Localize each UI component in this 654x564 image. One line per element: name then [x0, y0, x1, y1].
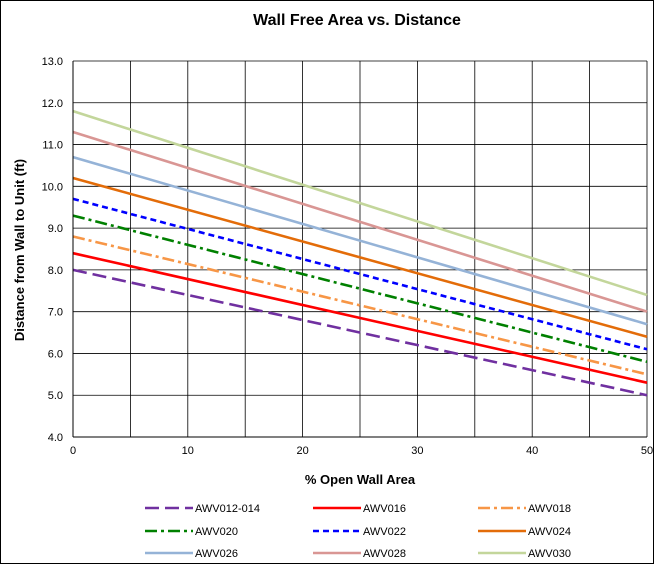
grid — [72, 60, 648, 438]
series-lines — [72, 109, 648, 397]
x-tick-label: 0 — [70, 445, 76, 457]
legend-item-awv016: AWV016 — [313, 503, 406, 515]
y-axis-title: Distance from Wall to Unit (ft) — [12, 159, 27, 341]
legend-item-awv026: AWV026 — [145, 548, 238, 560]
y-tick-label: 8.0 — [48, 265, 63, 277]
series-line-awv030 — [72, 109, 648, 297]
legend-label: AWV020 — [195, 526, 238, 538]
chart-title: Wall Free Area vs. Distance — [253, 12, 461, 29]
legend-item-awv020: AWV020 — [145, 526, 238, 538]
y-tick-label: 9.0 — [48, 223, 63, 235]
series-line-awv028 — [72, 130, 648, 313]
legend-label: AWV018 — [528, 503, 571, 515]
legend-label: AWV012-014 — [195, 503, 260, 515]
y-tick-label: 11.0 — [42, 140, 63, 152]
legend-item-awv022: AWV022 — [313, 526, 406, 538]
legend-label: AWV024 — [528, 526, 571, 538]
legend-item-awv028: AWV028 — [313, 548, 406, 560]
y-tick-label: 6.0 — [48, 348, 63, 360]
x-tick-label: 20 — [296, 445, 308, 457]
x-tick-label: 50 — [641, 445, 653, 457]
x-tick-label: 30 — [411, 445, 423, 457]
y-tick-label: 12.0 — [42, 98, 63, 110]
y-tick-label: 4.0 — [48, 432, 63, 444]
y-tick-label: 7.0 — [48, 307, 63, 319]
legend-item-awv030: AWV030 — [478, 548, 571, 560]
legend-item-awv024: AWV024 — [478, 526, 571, 538]
series-line-awv016 — [72, 251, 648, 384]
legend-label: AWV016 — [363, 503, 406, 515]
x-tick-label: 40 — [526, 445, 538, 457]
legend-label: AWV028 — [363, 548, 406, 560]
legend-label: AWV030 — [528, 548, 571, 560]
series-line-awv026 — [72, 155, 648, 326]
series-line-awv022 — [72, 197, 648, 351]
y-tick-label: 13.0 — [42, 56, 63, 68]
axes — [72, 61, 647, 438]
y-tick-label: 10.0 — [42, 181, 63, 193]
x-tick-label: 10 — [182, 445, 194, 457]
legend-item-awv018: AWV018 — [478, 503, 571, 515]
legend: AWV012-014 AWV016 AWV018 AWV020 AWV022 AWV024… — [145, 503, 571, 560]
legend-label: AWV022 — [363, 526, 406, 538]
x-axis-title: % Open Wall Area — [305, 472, 416, 487]
series-line-awv018 — [72, 235, 648, 376]
series-line-awv012-014 — [72, 268, 648, 397]
series-line-awv024 — [72, 176, 648, 338]
y-tick-label: 5.0 — [48, 390, 63, 402]
series-line-awv020 — [72, 214, 648, 364]
legend-label: AWV026 — [195, 548, 238, 560]
tick-labels: 4.0 5.0 6.0 7.0 8.0 9.0 10.0 11.0 12.0 13.0 0 10 20 3… — [42, 56, 654, 457]
legend-item-awv012-014: AWV012-014 — [145, 503, 260, 515]
